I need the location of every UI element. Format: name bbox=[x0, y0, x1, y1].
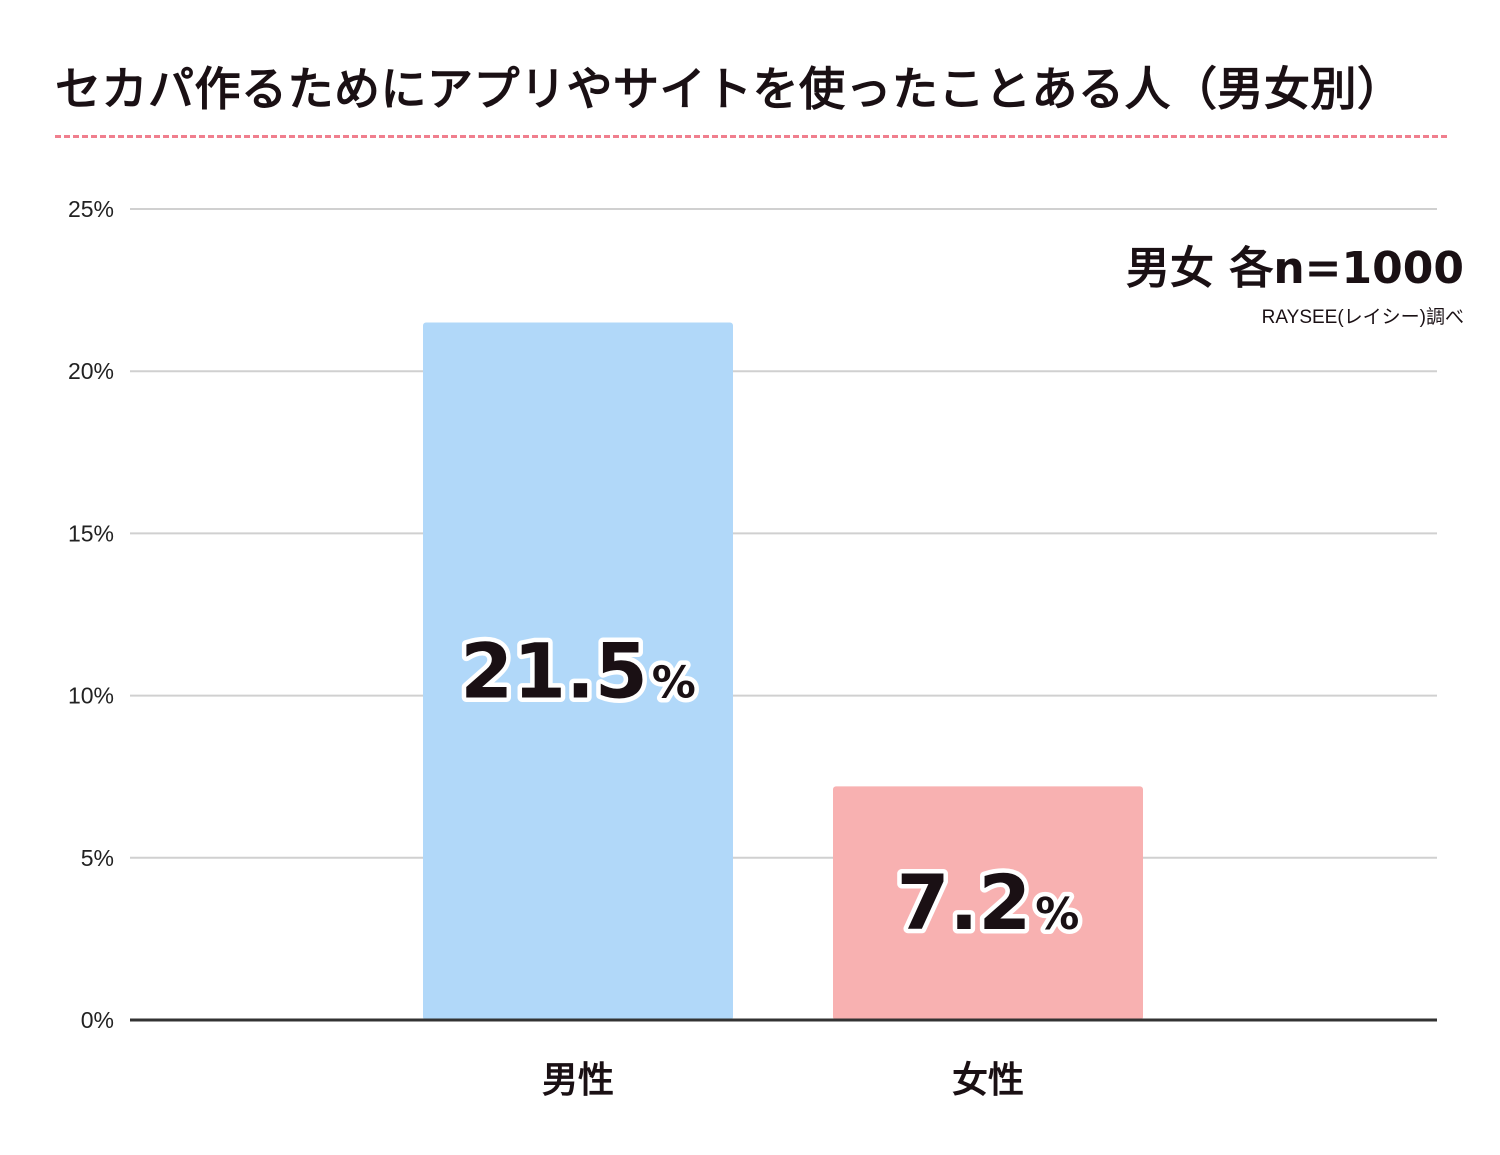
title-divider bbox=[55, 135, 1447, 138]
bar bbox=[833, 786, 1143, 1020]
gridlines bbox=[130, 208, 1437, 859]
y-tick-label: 0% bbox=[81, 1007, 114, 1033]
y-tick-label: 15% bbox=[68, 520, 114, 546]
value-label: 21.5% bbox=[460, 626, 696, 715]
y-tick-label: 10% bbox=[68, 683, 114, 709]
category-label: 男性 bbox=[542, 1060, 614, 1101]
category-label: 女性 bbox=[952, 1060, 1024, 1101]
y-axis-ticks: 0% 5% 10% 15% 20% 25% bbox=[68, 196, 114, 1033]
value-label: 7.2% bbox=[897, 858, 1080, 947]
value-labels: 21.5% 7.2% bbox=[456, 622, 1084, 952]
y-tick-label: 25% bbox=[68, 196, 114, 222]
chart-title: セカパ作るためにアプリやサイトを使ったことある人（男女別） bbox=[55, 62, 1404, 116]
y-tick-label: 20% bbox=[68, 358, 114, 384]
bars bbox=[423, 322, 1143, 1020]
y-tick-label: 5% bbox=[81, 845, 114, 871]
sample-size-note: 男女 各n=1000 bbox=[1126, 243, 1464, 294]
category-labels: 男性 女性 bbox=[542, 1060, 1024, 1101]
source-note: RAYSEE(レイシー)調べ bbox=[1261, 307, 1464, 328]
bar bbox=[423, 322, 733, 1020]
